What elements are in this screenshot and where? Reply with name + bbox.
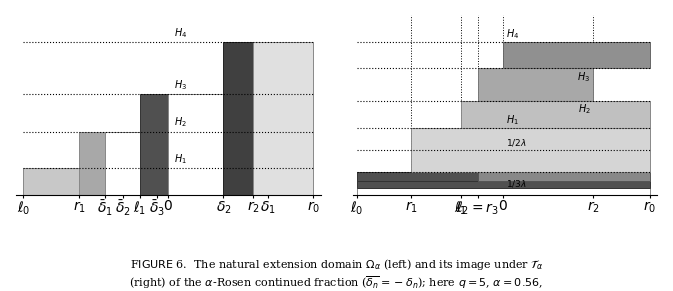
Bar [357, 172, 478, 180]
Text: $1/3\lambda$: $1/3\lambda$ [506, 178, 527, 189]
Text: $1/2\lambda$: $1/2\lambda$ [506, 137, 527, 148]
Bar [357, 180, 649, 188]
Text: $H_4$: $H_4$ [506, 27, 520, 41]
Bar [478, 172, 649, 180]
Bar [411, 128, 649, 172]
Bar [79, 132, 105, 195]
Bar [140, 94, 168, 195]
Text: $H_2$: $H_2$ [577, 102, 590, 116]
Bar [105, 132, 140, 195]
Text: $H_4$: $H_4$ [174, 26, 187, 40]
Bar [503, 42, 649, 68]
Text: $H_1$: $H_1$ [174, 152, 187, 166]
Text: F$\mathrm{IGURE}$ 6.  The natural extension domain $\Omega_\alpha$ (left) and it: F$\mathrm{IGURE}$ 6. The natural extensi… [129, 257, 544, 291]
Bar [478, 68, 594, 101]
Bar [168, 94, 223, 195]
Bar [461, 101, 649, 128]
Text: $H_1$: $H_1$ [506, 113, 520, 127]
Bar [223, 42, 253, 195]
Bar [253, 42, 314, 195]
Bar [24, 168, 79, 195]
Text: $H_3$: $H_3$ [577, 70, 590, 84]
Text: $H_3$: $H_3$ [174, 78, 187, 92]
Text: $H_2$: $H_2$ [174, 115, 187, 129]
Bar [357, 188, 649, 195]
